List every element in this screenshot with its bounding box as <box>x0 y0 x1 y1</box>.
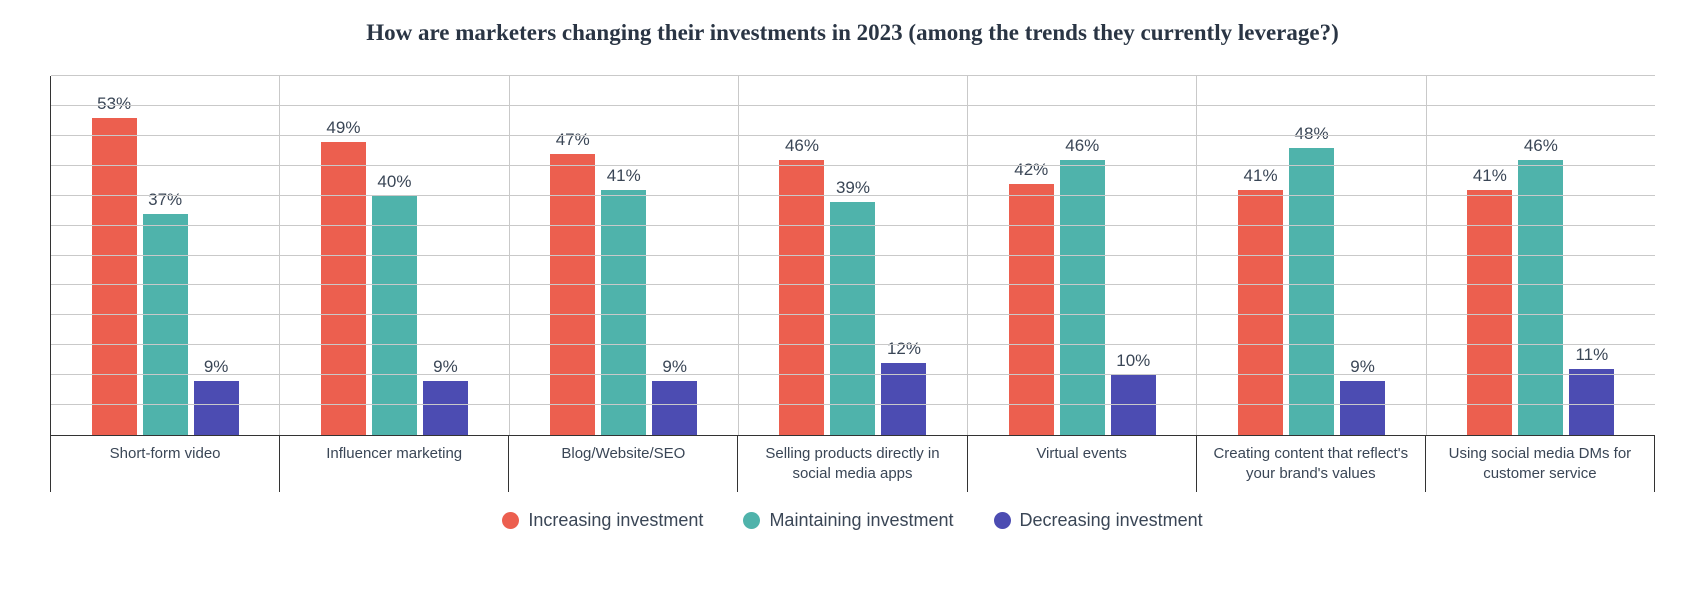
bar-value-label: 12% <box>887 339 921 359</box>
bar-group: 49% 40% 9% <box>280 76 509 435</box>
gridline <box>51 284 1655 285</box>
plot-area: 53%37%9%49%40%9%47%41%9%46%39%12%42%46%1… <box>50 76 1655 436</box>
bar-value-label: 48% <box>1295 124 1329 144</box>
bar: 42% <box>1009 184 1054 435</box>
gridline <box>51 135 1655 136</box>
gridline <box>51 314 1655 315</box>
bar-value-label: 42% <box>1014 160 1048 180</box>
bar-groups: 53%37%9%49%40%9%47%41%9%46%39%12%42%46%1… <box>51 76 1655 435</box>
legend-label: Maintaining investment <box>769 510 953 531</box>
bar-group: 53%37%9% <box>51 76 280 435</box>
bar-group: 47%41%9% <box>510 76 739 435</box>
category-label: Selling products directly in social medi… <box>737 436 966 492</box>
gridline <box>51 165 1655 166</box>
gridline <box>51 404 1655 405</box>
gridline <box>51 195 1655 196</box>
bar-value-label: 11% <box>1575 345 1608 365</box>
category-label: Using social media DMs for customer serv… <box>1425 436 1655 492</box>
bar: 41% <box>1467 190 1512 435</box>
bar-group: 42%46%10% <box>968 76 1197 435</box>
chart-container: How are marketers changing their investm… <box>0 0 1705 615</box>
bar: 46% <box>1060 160 1105 435</box>
bar-value-label: 46% <box>1065 136 1099 156</box>
bar: 46% <box>779 160 824 435</box>
gridline <box>51 225 1655 226</box>
bar: 9% <box>1340 381 1385 435</box>
legend-swatch <box>994 512 1011 529</box>
category-label: Creating content that reflect's your bra… <box>1196 436 1425 492</box>
gridline <box>51 374 1655 375</box>
bar-value-label: 53% <box>97 94 131 114</box>
bar-value-label: 37% <box>148 190 182 210</box>
bar: 49% <box>321 142 366 435</box>
category-label: Blog/Website/SEO <box>508 436 737 492</box>
bar: 39% <box>830 202 875 435</box>
category-label: Influencer marketing <box>279 436 508 492</box>
bar: 11% <box>1569 369 1614 435</box>
x-axis-labels: Short-form videoInfluencer marketingBlog… <box>50 436 1655 492</box>
bar-value-label: 10% <box>1116 351 1150 371</box>
bar: 47% <box>550 154 595 435</box>
category-label: Virtual events <box>967 436 1196 492</box>
chart-title: How are marketers changing their investm… <box>40 20 1665 46</box>
gridline <box>51 105 1655 106</box>
legend-swatch <box>743 512 760 529</box>
bar-group: 41%48%9% <box>1197 76 1426 435</box>
bar-group: 41%46%11% <box>1427 76 1655 435</box>
bar: 9% <box>194 381 239 435</box>
bar-value-label: 46% <box>1524 136 1558 156</box>
bar: 48% <box>1289 148 1334 435</box>
gridline <box>51 75 1655 76</box>
category-label: Short-form video <box>50 436 279 492</box>
bar-value-label: 47% <box>556 130 590 150</box>
bar-value-label: 41% <box>607 166 641 186</box>
legend: Increasing investment Maintaining investm… <box>40 510 1665 531</box>
bar-value-label: 41% <box>1473 166 1507 186</box>
bar-group: 46%39%12% <box>739 76 968 435</box>
legend-item: Maintaining investment <box>743 510 953 531</box>
bar-value-label: 40% <box>377 172 411 192</box>
legend-swatch <box>502 512 519 529</box>
bar: 37% <box>143 214 188 435</box>
legend-item: Increasing investment <box>502 510 703 531</box>
bar-value-label: 41% <box>1244 166 1278 186</box>
bar: 9% <box>423 381 468 435</box>
bar: 41% <box>601 190 646 435</box>
legend-label: Decreasing investment <box>1020 510 1203 531</box>
gridline <box>51 255 1655 256</box>
bar: 9% <box>652 381 697 435</box>
legend-label: Increasing investment <box>528 510 703 531</box>
gridline <box>51 344 1655 345</box>
bar: 41% <box>1238 190 1283 435</box>
bar: 46% <box>1518 160 1563 435</box>
legend-item: Decreasing investment <box>994 510 1203 531</box>
bar-value-label: 46% <box>785 136 819 156</box>
